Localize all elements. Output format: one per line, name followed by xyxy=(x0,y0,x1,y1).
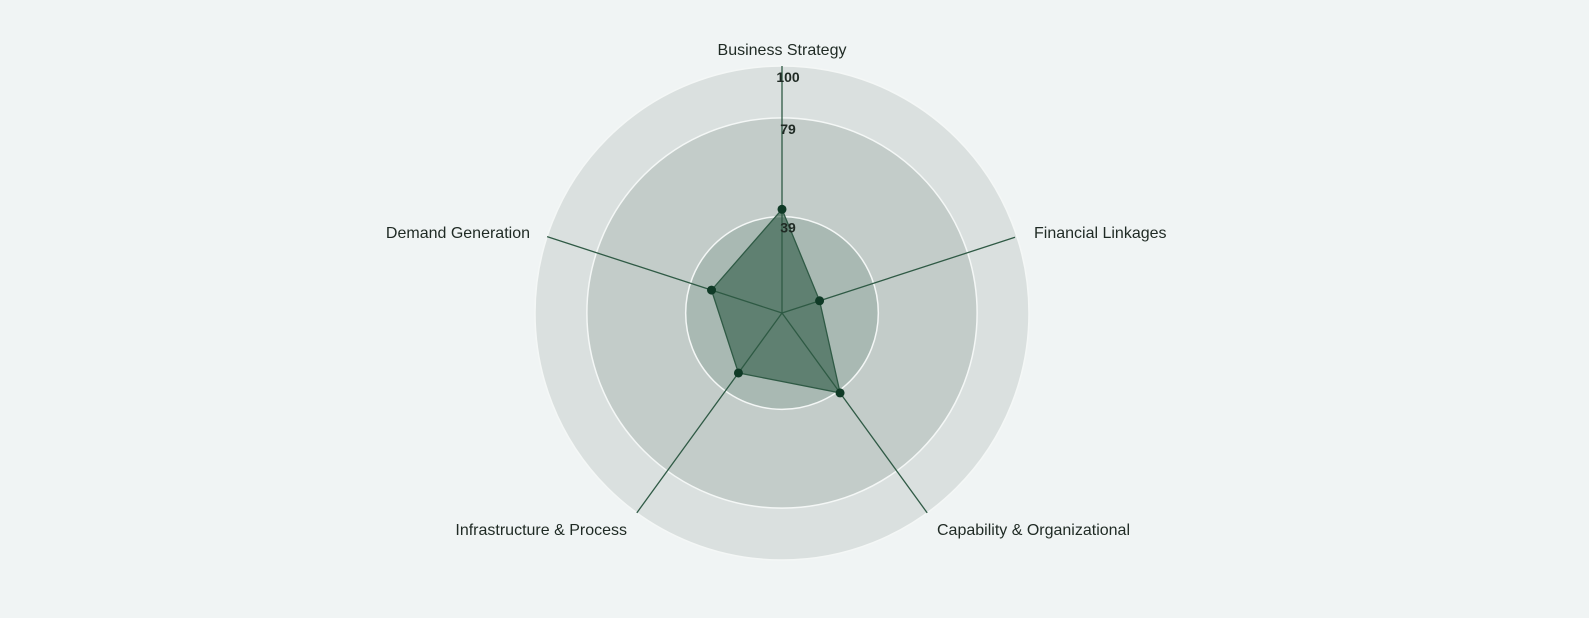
radar-point-infrastructure-process[interactable] xyxy=(733,368,743,378)
axis-label-financial-linkages: Financial Linkages xyxy=(1034,225,1167,242)
radar-point-business-strategy[interactable] xyxy=(777,204,787,214)
tick-label: 39 xyxy=(780,220,796,236)
radar-axis-labels: Business Strategy Financial Linkages Capab… xyxy=(386,42,1167,539)
axis-label-infrastructure-process: Infrastructure & Process xyxy=(455,522,627,539)
radar-points xyxy=(707,204,845,398)
axis-label-demand-generation: Demand Generation xyxy=(386,225,530,242)
radar-point-financial-linkages[interactable] xyxy=(815,296,825,306)
tick-label: 100 xyxy=(776,69,800,85)
radar-series-area xyxy=(710,208,841,394)
radar-series xyxy=(710,208,841,394)
axis-label-business-strategy: Business Strategy xyxy=(718,42,847,59)
radar-point-capability-organizational[interactable] xyxy=(835,388,845,398)
axis-label-capability-organizational: Capability & Organizational xyxy=(937,522,1130,539)
radar-tick-labels: 39 79 100 xyxy=(776,69,800,236)
radar-point-demand-generation[interactable] xyxy=(707,285,717,295)
tick-label: 79 xyxy=(780,121,796,137)
